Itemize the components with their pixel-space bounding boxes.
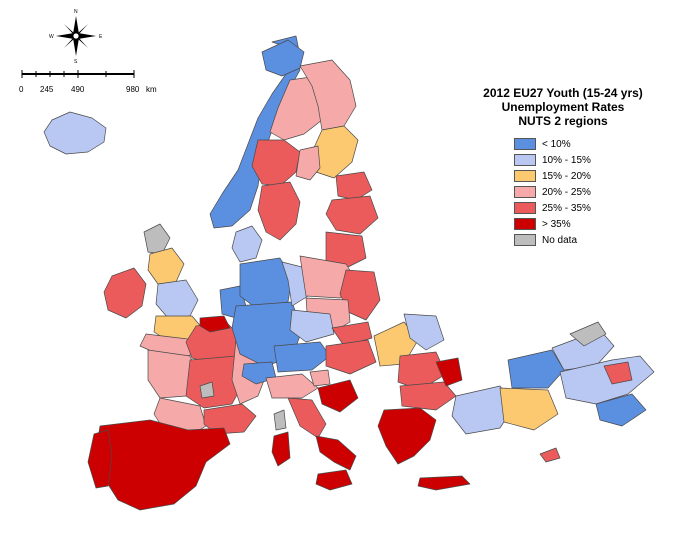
region-austria (273, 341, 331, 373)
region-poland-east (339, 269, 381, 321)
region-italy-north (265, 373, 319, 399)
legend-items: < 10% 10% - 15% 15% - 20% 20% - 25% 25% … (514, 136, 668, 248)
region-sardinia (271, 431, 291, 467)
legend-swatch (514, 218, 536, 230)
scale-unit: km (146, 85, 157, 94)
region-iceland (43, 111, 107, 155)
legend-swatch (514, 138, 536, 150)
region-croatia (317, 379, 359, 413)
region-turkey-southeast (595, 393, 647, 427)
legend-label: 10% - 15% (542, 154, 591, 166)
legend-label: < 10% (542, 138, 571, 150)
region-denmark (231, 225, 263, 263)
legend-swatch (514, 234, 536, 246)
region-italy-center (287, 397, 327, 439)
region-sicily (315, 469, 353, 491)
legend-item: No data (514, 232, 668, 248)
region-france-south (203, 403, 257, 435)
compass-s: S (74, 59, 78, 65)
region-hungary (325, 339, 377, 375)
region-turkey-northwest (507, 349, 565, 389)
legend-title-line1: 2012 EU27 Youth (15-24 yrs) (483, 86, 643, 100)
legend-item: 25% - 35% (514, 200, 668, 216)
scale-label-245: 245 (40, 85, 54, 94)
legend-label: 15% - 20% (542, 170, 591, 182)
region-turkey-nodata (569, 321, 607, 347)
legend-label: > 35% (542, 218, 571, 230)
region-romania-north (403, 313, 445, 351)
region-ireland (103, 267, 147, 319)
region-portugal (87, 429, 113, 489)
region-england-north (155, 279, 199, 319)
region-latvia (325, 195, 379, 235)
legend-label: No data (542, 234, 578, 246)
region-france-nodata (199, 381, 215, 399)
legend-title-line2: Unemployment Rates (501, 100, 625, 114)
region-italy-south (315, 435, 357, 471)
region-sweden-mid (251, 139, 301, 187)
scale-label-0: 0 (19, 85, 24, 94)
legend-swatch (514, 186, 536, 198)
legend-title-line3: NUTS 2 regions (518, 114, 608, 128)
legend-swatch (514, 154, 536, 166)
compass-w: W (49, 34, 54, 40)
region-bulgaria (399, 381, 457, 411)
region-czech (289, 309, 335, 343)
region-bulgaria-east (435, 357, 463, 387)
region-turkey-center (499, 387, 559, 431)
region-crete (417, 475, 471, 491)
legend-item: 10% - 15% (514, 152, 668, 168)
legend-label: 25% - 35% (542, 202, 591, 214)
region-greece (377, 407, 437, 465)
legend-item: < 10% (514, 136, 668, 152)
region-belgium (199, 315, 231, 333)
region-slovakia (331, 321, 373, 347)
region-finland-south (295, 145, 321, 181)
region-finland-east (311, 125, 359, 179)
region-slovenia (309, 369, 331, 387)
legend-item: 20% - 25% (514, 184, 668, 200)
scale-label-980: 980 (126, 85, 140, 94)
region-turkey-red (603, 361, 633, 385)
region-cyprus (539, 447, 561, 463)
region-sweden-south (257, 181, 301, 241)
region-corsica (273, 409, 287, 431)
compass-n: N (74, 9, 78, 15)
region-scotland (147, 247, 185, 285)
region-norway-north (261, 39, 305, 77)
legend-item: 15% - 20% (514, 168, 668, 184)
region-turkey-west (451, 385, 515, 435)
scale-bar: 0 245 490 980 km (19, 70, 157, 94)
legend-item: > 35% (514, 216, 668, 232)
region-scotland-north (143, 223, 171, 255)
region-romania-south (397, 351, 447, 391)
compass-rose-icon: N S E W (49, 9, 103, 65)
region-spain (95, 419, 231, 511)
legend-label: 20% - 25% (542, 186, 591, 198)
compass-e: E (99, 34, 103, 40)
map-legend: 2012 EU27 Youth (15-24 yrs) Unemployment… (458, 86, 668, 248)
region-estonia (335, 171, 373, 201)
region-turkey-east (559, 355, 655, 405)
region-lithuania (325, 231, 367, 269)
legend-swatch (514, 202, 536, 214)
legend-swatch (514, 170, 536, 182)
scale-label-490: 490 (71, 85, 85, 94)
